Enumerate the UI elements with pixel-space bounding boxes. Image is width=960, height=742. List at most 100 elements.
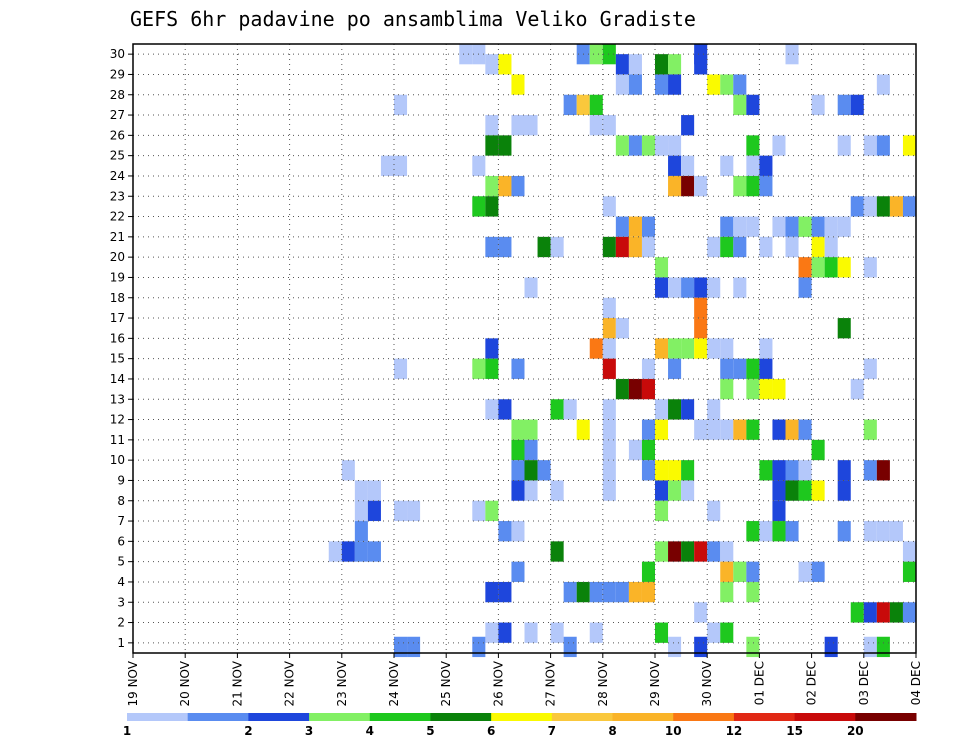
heatmap-cell bbox=[668, 54, 682, 75]
heatmap-cell bbox=[524, 115, 538, 136]
heatmap-cell bbox=[863, 135, 877, 156]
heatmap-cell bbox=[341, 541, 355, 562]
heatmap-cell bbox=[694, 419, 708, 440]
heatmap-cell bbox=[498, 54, 512, 75]
legend-swatch bbox=[248, 713, 310, 721]
heatmap-cell bbox=[811, 439, 825, 461]
heatmap-cell bbox=[655, 480, 669, 501]
heatmap-cell bbox=[655, 257, 669, 278]
legend-swatch bbox=[127, 713, 189, 721]
heatmap-cell bbox=[720, 236, 734, 258]
heatmap-cell bbox=[655, 74, 669, 95]
heatmap-cell bbox=[694, 175, 708, 197]
legend-label: 3 bbox=[305, 724, 313, 738]
heatmap-cell bbox=[681, 175, 695, 197]
heatmap-cell bbox=[668, 541, 682, 562]
y-tick-label: 27 bbox=[110, 108, 125, 122]
y-tick-label: 5 bbox=[117, 555, 125, 569]
heatmap-cell bbox=[902, 602, 916, 623]
y-tick-label: 20 bbox=[110, 250, 125, 264]
x-tick-label: 27 NOV bbox=[544, 660, 558, 706]
heatmap-cell bbox=[668, 175, 682, 197]
heatmap-cell bbox=[498, 622, 512, 643]
heatmap-cell bbox=[407, 500, 421, 522]
heatmap-cell bbox=[655, 460, 669, 481]
heatmap-cell bbox=[707, 399, 721, 420]
heatmap-cell bbox=[485, 54, 499, 75]
heatmap-cell bbox=[720, 561, 734, 582]
y-tick-label: 25 bbox=[110, 149, 125, 163]
heatmap-cell bbox=[694, 318, 708, 339]
heatmap-cell bbox=[641, 581, 655, 603]
legend-label: 12 bbox=[726, 724, 743, 738]
heatmap-cell bbox=[863, 602, 877, 623]
heatmap-cell bbox=[772, 500, 786, 522]
heatmap-cell bbox=[681, 277, 695, 298]
heatmap-cell bbox=[759, 155, 773, 176]
heatmap-cell bbox=[641, 236, 655, 258]
heatmap-cell bbox=[876, 196, 890, 217]
heatmap-cell bbox=[628, 74, 642, 95]
x-tick-label: 21 NOV bbox=[230, 660, 244, 706]
heatmap-cell bbox=[668, 399, 682, 420]
heatmap-cell bbox=[720, 378, 734, 400]
y-tick-label: 17 bbox=[110, 311, 125, 325]
heatmap-cell bbox=[681, 338, 695, 359]
heatmap-cell bbox=[602, 399, 616, 420]
legend-label: 15 bbox=[786, 724, 803, 738]
heatmap-cell bbox=[733, 74, 747, 95]
heatmap-cell bbox=[746, 581, 760, 603]
heatmap-cell bbox=[863, 419, 877, 440]
heatmap-cell bbox=[407, 636, 421, 658]
heatmap-cell bbox=[498, 236, 512, 258]
heatmap-cell bbox=[785, 419, 799, 440]
heatmap-cell bbox=[876, 460, 890, 481]
heatmap-cell bbox=[863, 521, 877, 542]
heatmap-cell bbox=[668, 636, 682, 658]
y-tick-label: 11 bbox=[110, 433, 125, 447]
heatmap-cell bbox=[563, 581, 577, 603]
heatmap-cell bbox=[681, 460, 695, 481]
legend-swatch bbox=[551, 713, 614, 721]
heatmap-cell bbox=[655, 622, 669, 643]
legend-swatch bbox=[733, 713, 796, 721]
heatmap-cell bbox=[641, 419, 655, 440]
y-tick-label: 16 bbox=[110, 331, 125, 345]
heatmap-cell bbox=[655, 338, 669, 359]
heatmap-cell bbox=[759, 358, 773, 379]
legend-swatch bbox=[612, 713, 674, 721]
heatmap-cell bbox=[850, 602, 864, 623]
legend-swatch bbox=[309, 713, 371, 721]
plot-frame bbox=[132, 43, 917, 654]
heatmap-cell bbox=[602, 115, 616, 136]
y-tick-label: 23 bbox=[110, 189, 125, 203]
legend-swatch bbox=[430, 713, 492, 721]
x-tick-label: 19 NOV bbox=[126, 660, 140, 706]
y-tick-label: 4 bbox=[117, 575, 125, 589]
heatmap-cell bbox=[602, 581, 616, 603]
heatmap-cell bbox=[511, 480, 525, 501]
heatmap-cell bbox=[863, 636, 877, 658]
heatmap-cell bbox=[668, 74, 682, 95]
y-axis-ticks: 1234567891011121314151617181920212223242… bbox=[110, 47, 133, 650]
heatmap-cell bbox=[785, 480, 799, 501]
heatmap-cell bbox=[485, 622, 499, 643]
heatmap-cell bbox=[798, 561, 812, 582]
heatmap-cell bbox=[811, 257, 825, 278]
legend-swatch bbox=[794, 713, 856, 721]
heatmap-cell bbox=[628, 54, 642, 75]
heatmap-cell bbox=[563, 94, 577, 116]
heatmap-cell bbox=[707, 622, 721, 643]
heatmap-cell bbox=[498, 135, 512, 156]
heatmap-cell bbox=[485, 175, 499, 197]
heatmap-cell bbox=[785, 460, 799, 481]
heatmap-cell bbox=[524, 480, 538, 501]
heatmap-cell bbox=[772, 378, 786, 400]
heatmap-cell bbox=[472, 358, 486, 379]
heatmap-cell bbox=[537, 460, 551, 481]
heatmap-cell bbox=[550, 399, 564, 420]
heatmap-cell bbox=[641, 460, 655, 481]
heatmap-cell bbox=[746, 358, 760, 379]
color-legend: 1 2 3 4 5 6 7 8 10 12 15 20 bbox=[123, 713, 917, 738]
heatmap-cell bbox=[863, 460, 877, 481]
